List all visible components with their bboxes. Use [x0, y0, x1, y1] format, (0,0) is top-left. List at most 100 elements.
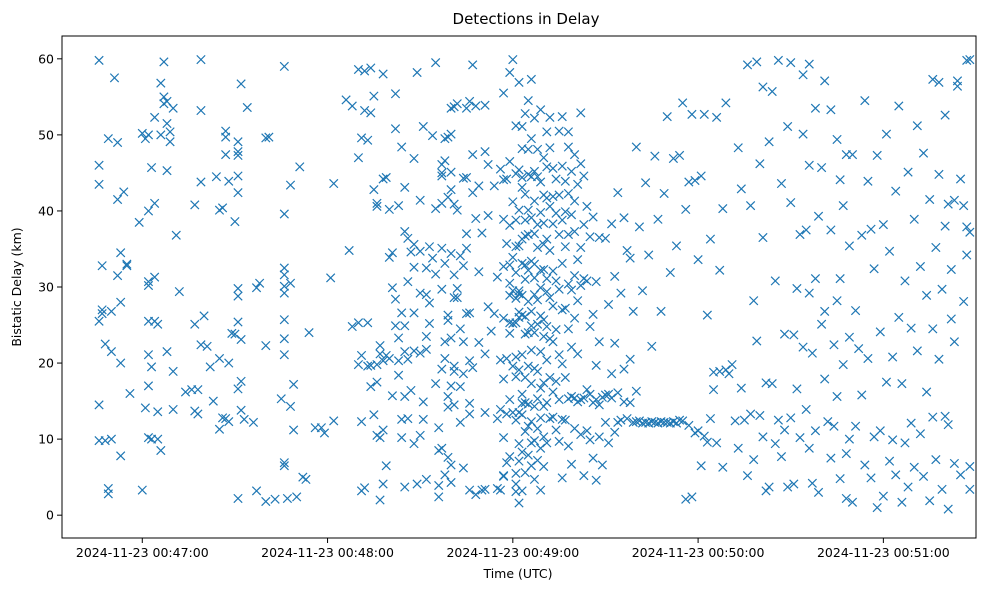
data-point — [529, 196, 540, 206]
data-point — [217, 413, 228, 423]
data-point — [545, 293, 555, 303]
data-point — [696, 171, 706, 181]
data-point — [613, 388, 623, 398]
data-point — [779, 329, 790, 339]
data-point — [112, 270, 123, 281]
data-point — [687, 109, 697, 119]
data-point — [468, 150, 478, 160]
data-point — [137, 485, 147, 495]
data-point — [165, 137, 175, 147]
data-point — [366, 108, 376, 118]
data-point — [582, 276, 592, 286]
data-point — [736, 383, 746, 393]
data-point — [557, 414, 567, 424]
data-point — [106, 347, 117, 357]
data-point — [554, 350, 564, 360]
data-point — [551, 425, 561, 435]
data-point — [180, 387, 191, 397]
data-point — [668, 153, 679, 164]
data-point — [369, 185, 379, 195]
data-point — [236, 79, 246, 89]
data-point — [940, 411, 950, 421]
data-point — [443, 402, 453, 412]
data-point — [959, 296, 969, 307]
data-point — [866, 224, 876, 234]
data-point — [464, 398, 475, 408]
chart-title: Detections in Delay — [453, 10, 600, 28]
data-point — [279, 61, 289, 72]
data-point — [807, 478, 817, 488]
data-point — [872, 150, 882, 161]
data-point — [603, 299, 614, 310]
data-point — [631, 417, 641, 427]
data-point — [233, 384, 243, 394]
data-point — [909, 462, 919, 472]
data-point — [471, 101, 481, 111]
data-point — [224, 358, 234, 368]
data-point — [557, 359, 567, 369]
data-point — [560, 372, 570, 383]
data-point — [140, 403, 150, 413]
data-point — [390, 294, 401, 304]
data-point — [838, 359, 848, 370]
data-point — [94, 316, 104, 326]
data-point — [835, 175, 845, 185]
data-point — [529, 273, 540, 283]
data-point — [461, 103, 472, 113]
data-point — [446, 129, 456, 139]
data-point — [520, 312, 530, 322]
data-point — [233, 493, 243, 504]
data-point — [912, 346, 922, 356]
data-point — [502, 409, 512, 419]
data-point — [786, 57, 796, 68]
data-point — [860, 460, 870, 470]
data-point — [613, 188, 623, 198]
data-point — [103, 134, 113, 144]
data-point — [801, 404, 811, 415]
data-point — [505, 328, 515, 339]
data-point — [458, 261, 469, 271]
data-point — [193, 385, 203, 395]
data-point — [563, 188, 574, 199]
data-point — [588, 212, 598, 222]
data-point — [393, 200, 404, 211]
data-point — [949, 458, 960, 469]
y-tick-label: 10 — [38, 432, 54, 447]
data-point — [539, 153, 549, 163]
data-point — [816, 319, 827, 329]
data-point — [162, 118, 172, 129]
data-point — [863, 176, 873, 186]
data-point — [588, 453, 598, 463]
x-tick-label: 2024-11-23 00:51:00 — [817, 545, 950, 560]
data-point — [773, 415, 784, 425]
data-point — [254, 278, 265, 288]
data-point — [579, 171, 589, 181]
data-point — [288, 379, 299, 389]
data-point — [446, 185, 456, 195]
x-tick-label: 2024-11-23 00:48:00 — [261, 545, 394, 560]
data-point — [122, 261, 132, 271]
data-point — [458, 369, 469, 379]
data-point — [523, 144, 533, 154]
data-point — [156, 445, 166, 456]
data-point — [955, 470, 966, 480]
data-point — [548, 387, 558, 397]
data-point — [437, 243, 447, 253]
data-point — [427, 131, 438, 141]
data-point — [566, 210, 577, 220]
data-point — [495, 485, 506, 495]
data-point — [427, 253, 438, 263]
data-point — [514, 205, 524, 215]
data-point — [356, 133, 367, 143]
data-point — [860, 96, 870, 106]
data-point — [146, 362, 157, 372]
data-point — [440, 156, 450, 166]
data-point — [693, 426, 703, 436]
data-point — [539, 461, 549, 472]
plot-frame — [61, 35, 977, 539]
data-point — [511, 242, 521, 252]
data-point — [551, 376, 561, 386]
data-point — [529, 401, 540, 412]
data-point — [897, 497, 907, 507]
data-point — [959, 200, 969, 211]
